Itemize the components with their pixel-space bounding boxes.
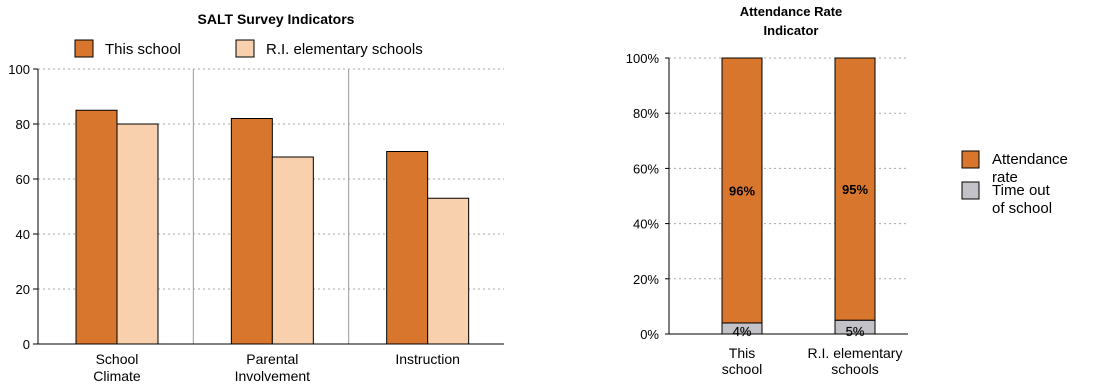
chart1-category-label: Parental bbox=[246, 351, 298, 367]
chart2-legend-swatch bbox=[961, 150, 980, 169]
chart1-legend-swatch bbox=[74, 39, 94, 58]
chart1-ytick-label: 100 bbox=[8, 62, 30, 77]
chart1-bar-ri-elementary bbox=[427, 197, 470, 345]
chart2-legend-label: of school bbox=[992, 200, 1052, 217]
chart1-bar-ri-elementary bbox=[116, 123, 159, 345]
chart2-data-label: 5% bbox=[846, 324, 865, 339]
chart2-bar-attendance bbox=[721, 57, 763, 324]
chart1-category-label: Involvement bbox=[235, 368, 311, 384]
chart2-ytick-label: 80% bbox=[633, 106, 659, 121]
chart1-bar-this-school bbox=[230, 118, 273, 345]
chart2-category-label: This bbox=[729, 345, 755, 361]
chart1-bar-this-school bbox=[386, 151, 429, 345]
chart1-ytick-label: 20 bbox=[16, 282, 30, 297]
chart1-bar-ri-elementary bbox=[271, 156, 314, 345]
chart2-title: Attendance Rate bbox=[740, 4, 843, 19]
chart2-legend-swatch bbox=[961, 181, 980, 200]
chart1-category-label: School bbox=[96, 351, 139, 367]
chart2-legend-label: rate bbox=[992, 169, 1018, 186]
chart1-bar-this-school bbox=[75, 109, 118, 345]
chart2-bar-attendance bbox=[834, 57, 876, 321]
chart2-ytick-label: 60% bbox=[633, 161, 659, 176]
chart1-legend-label: R.I. elementary schools bbox=[266, 41, 423, 58]
chart1-ytick-label: 60 bbox=[16, 172, 30, 187]
chart2-legend-label: Attendance bbox=[992, 151, 1068, 168]
chart2-ytick-label: 100% bbox=[626, 51, 660, 66]
chart2-legend-label: Time out bbox=[992, 182, 1051, 199]
chart1-ytick-label: 40 bbox=[16, 227, 30, 242]
chart2-data-label: 96% bbox=[729, 183, 755, 198]
chart2-ytick-label: 20% bbox=[633, 272, 659, 287]
chart2-data-label: 4% bbox=[733, 324, 752, 339]
chart1-ytick-label: 0 bbox=[23, 337, 30, 352]
chart2-data-label: 95% bbox=[842, 182, 868, 197]
chart2-title: Indicator bbox=[764, 23, 819, 38]
chart2-category-label: schools bbox=[831, 361, 878, 377]
chart1-category-label: Climate bbox=[93, 368, 141, 384]
chart2-ytick-label: 40% bbox=[633, 217, 659, 232]
chart1-ytick-label: 80 bbox=[16, 117, 30, 132]
chart1-title: SALT Survey Indicators bbox=[198, 11, 355, 27]
chart2-category-label: school bbox=[722, 361, 762, 377]
chart1-legend-swatch bbox=[235, 39, 255, 58]
chart1-legend-label: This school bbox=[105, 41, 181, 58]
chart2-category-label: R.I. elementary bbox=[808, 345, 903, 361]
chart1-category-label: Instruction bbox=[395, 351, 460, 367]
chart2-ytick-label: 0% bbox=[640, 327, 659, 342]
